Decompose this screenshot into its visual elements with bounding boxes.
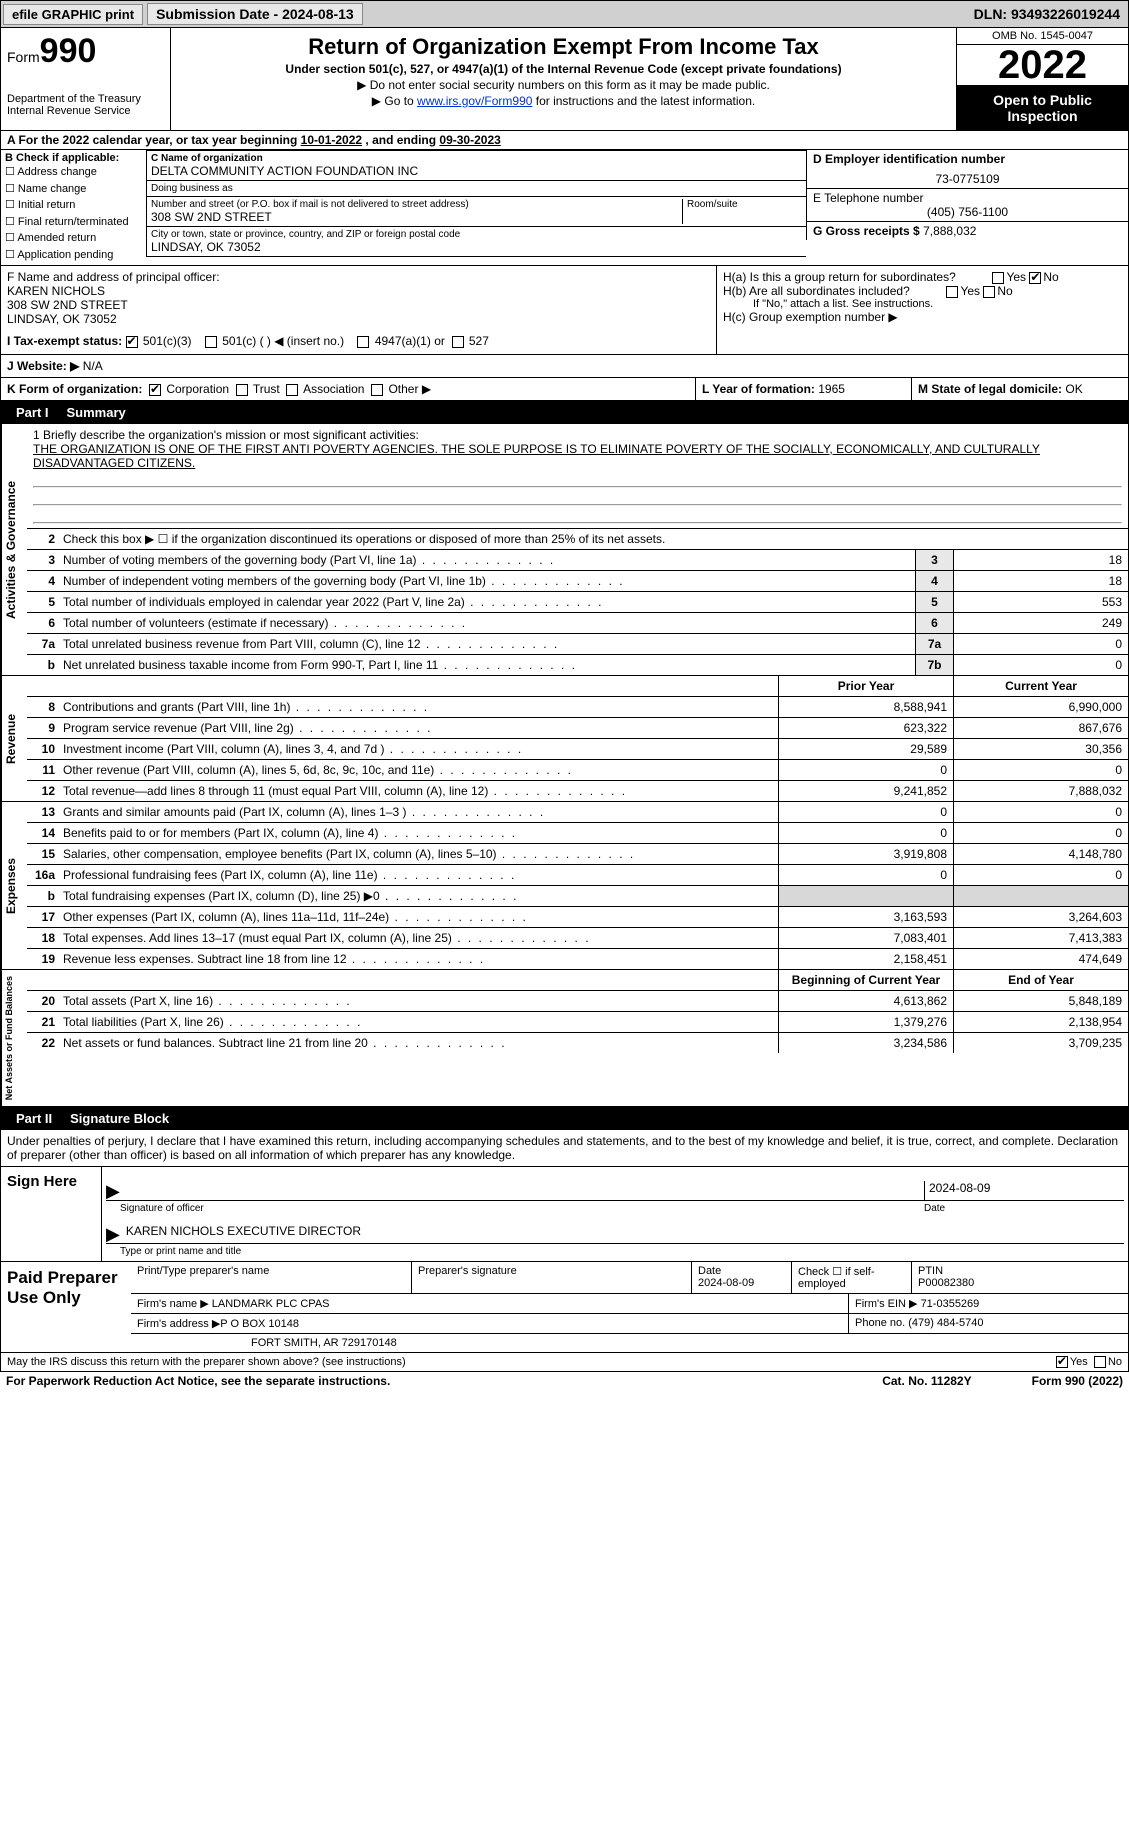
side-revenue: Revenue [1,676,27,801]
cb-app-pending[interactable]: ☐ Application pending [5,247,142,264]
hb-yes[interactable] [946,286,958,298]
city-state-zip: LINDSAY, OK 73052 [151,240,802,254]
sig-officer-label: Signature of officer [120,1203,204,1214]
firm-phone: (479) 484-5740 [908,1317,983,1329]
firm-addr: P O BOX 10148 [220,1318,299,1330]
beg-year-hdr: Beginning of Current Year [778,970,953,990]
prep-sig-label: Preparer's signature [411,1262,691,1293]
form-number: 990 [40,32,97,70]
tax-year: 2022 [957,45,1128,86]
dept-label: Department of the Treasury Internal Reve… [7,93,164,117]
cb-501c[interactable] [205,336,217,348]
side-activities: Activities & Governance [1,424,27,675]
org-name: DELTA COMMUNITY ACTION FOUNDATION INC [151,164,802,178]
ha-yes[interactable] [992,272,1004,284]
ein: 73-0775109 [813,172,1122,186]
form-footer: Form 990 (2022) [1032,1374,1123,1388]
h-c: H(c) Group exemption number ▶ [723,310,1122,324]
sign-here-label: Sign Here [1,1167,101,1261]
firm-name: LANDMARK PLC CPAS [212,1298,330,1310]
mission-block: 1 Briefly describe the organization's mi… [27,424,1128,528]
ptin: P00082380 [918,1277,974,1289]
part2-header: Part IISignature Block [0,1107,1129,1130]
c-name-label: C Name of organization [151,153,802,164]
tax-exempt-row: I Tax-exempt status: 501(c)(3) 501(c) ( … [7,334,710,348]
gross-receipts-label: G Gross receipts $ [813,224,923,238]
phone-label: E Telephone number [813,191,1122,205]
efile-print-button[interactable]: efile GRAPHIC print [3,4,143,25]
firm-city: FORT SMITH, AR 729170148 [131,1334,1128,1352]
cb-assoc[interactable] [286,384,298,396]
hb-no[interactable] [983,286,995,298]
current-year-hdr: Current Year [953,676,1128,696]
paperwork-notice: For Paperwork Reduction Act Notice, see … [6,1374,390,1388]
end-year-hdr: End of Year [953,970,1128,990]
mission-text: THE ORGANIZATION IS ONE OF THE FIRST ANT… [33,442,1122,470]
form-title: Return of Organization Exempt From Incom… [177,34,950,60]
form-header: Form990 Department of the Treasury Inter… [0,28,1129,131]
city-label: City or town, state or province, country… [151,229,802,240]
subtitle-2: ▶ Do not enter social security numbers o… [177,78,950,92]
cb-corp[interactable] [149,384,161,396]
line2: Check this box ▶ ☐ if the organization d… [61,529,1128,549]
dba-label: Doing business as [151,183,802,194]
addr-label: Number and street (or P.O. box if mail i… [151,199,682,210]
row-k: K Form of organization: Corporation Trus… [1,378,696,400]
side-expenses: Expenses [1,802,27,969]
officer-addr: 308 SW 2ND STREET LINDSAY, OK 73052 [7,298,710,326]
cb-other[interactable] [371,384,383,396]
side-netassets: Net Assets or Fund Balances [1,970,27,1106]
topbar: efile GRAPHIC print Submission Date - 20… [0,0,1129,28]
row-a: A For the 2022 calendar year, or tax yea… [0,131,1129,150]
cb-4947[interactable] [357,336,369,348]
phone: (405) 756-1100 [813,205,1122,219]
prior-year-hdr: Prior Year [778,676,953,696]
dln: DLN: 93493226019244 [974,6,1126,22]
subtitle-3: ▶ Go to www.irs.gov/Form990 for instruct… [177,94,950,108]
prep-selfemp[interactable]: Check ☐ if self-employed [791,1262,911,1293]
street-address: 308 SW 2ND STREET [151,210,682,224]
irs-link[interactable]: www.irs.gov/Form990 [417,94,532,108]
paid-preparer-label: Paid Preparer Use Only [1,1262,131,1352]
firm-ein: 71-0355269 [921,1298,980,1310]
type-name-label: Type or print name and title [120,1246,1124,1257]
cb-amended[interactable]: ☐ Amended return [5,230,142,247]
open-inspection: Open to Public Inspection [957,86,1128,130]
may-discuss-row: May the IRS discuss this return with the… [0,1353,1129,1372]
cat-no: Cat. No. 11282Y [882,1374,971,1388]
h-b: H(b) Are all subordinates included? Yes … [723,284,1122,298]
cb-501c3[interactable] [126,336,138,348]
may-no[interactable] [1094,1356,1106,1368]
row-m: M State of legal domicile: OK [912,378,1128,400]
prep-name-label: Print/Type preparer's name [131,1262,411,1293]
h-a: H(a) Is this a group return for subordin… [723,270,1122,284]
room-label: Room/suite [687,199,802,210]
submission-date: Submission Date - 2024-08-13 [147,3,363,25]
officer-name: KAREN NICHOLS [7,284,710,298]
row-l: L Year of formation: 1965 [696,378,912,400]
hb-note: If "No," attach a list. See instructions… [723,298,1122,310]
cb-final-return[interactable]: ☐ Final return/terminated [5,214,142,231]
b-header: B Check if applicable: [5,152,142,164]
cb-527[interactable] [452,336,464,348]
may-yes[interactable] [1056,1356,1068,1368]
cb-name-change[interactable]: ☐ Name change [5,181,142,198]
row-j: J Website: ▶ N/A [0,355,1129,378]
col-b: B Check if applicable: ☐ Address change … [1,150,146,265]
gross-receipts: 7,888,032 [923,224,976,238]
cb-trust[interactable] [236,384,248,396]
cb-initial-return[interactable]: ☐ Initial return [5,197,142,214]
signature-declaration: Under penalties of perjury, I declare th… [0,1130,1129,1167]
officer-label: F Name and address of principal officer: [7,270,710,284]
part1-header: Part ISummary [0,401,1129,424]
officer-print-name: KAREN NICHOLS EXECUTIVE DIRECTOR [120,1224,1124,1243]
subtitle-1: Under section 501(c), 527, or 4947(a)(1)… [177,62,950,76]
ein-label: D Employer identification number [813,152,1122,166]
prep-date: 2024-08-09 [698,1277,754,1289]
sign-date: 2024-08-09 [924,1181,1124,1200]
cb-address-change[interactable]: ☐ Address change [5,164,142,181]
ha-no[interactable] [1029,272,1041,284]
form-label: Form [7,49,40,65]
